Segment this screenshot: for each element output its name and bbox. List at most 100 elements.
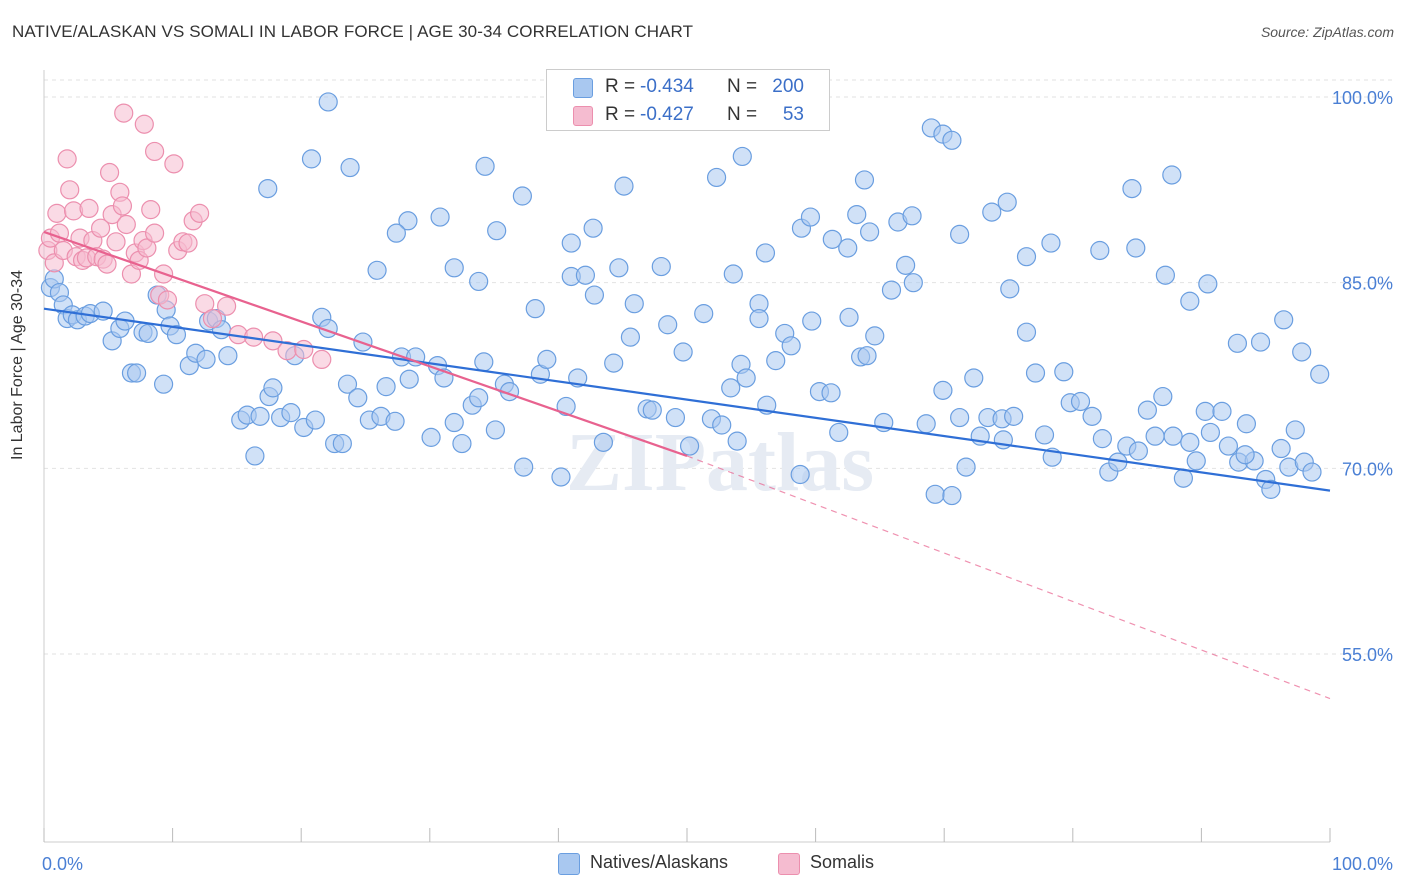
native-point: [1235, 445, 1255, 465]
somali-point: [144, 223, 165, 243]
n-label: N =: [727, 76, 758, 97]
native-point: [749, 308, 769, 329]
native-point: [318, 92, 338, 112]
native-point: [736, 368, 756, 388]
native-point: [620, 327, 641, 347]
native-point: [1173, 468, 1193, 488]
native-point: [575, 265, 596, 285]
native-point: [430, 207, 450, 227]
somalis-swatch: [573, 106, 593, 126]
y-tick-label: 100.0%: [1332, 88, 1393, 108]
native-point: [723, 264, 743, 284]
native-point: [263, 378, 283, 398]
somali-point: [114, 103, 134, 123]
native-point: [694, 304, 714, 324]
native-point: [1137, 400, 1157, 420]
native-point: [583, 218, 603, 238]
somali-point: [144, 141, 165, 162]
somali-point: [294, 339, 314, 360]
native-point: [537, 349, 557, 370]
native-point: [218, 346, 238, 366]
somali-point: [106, 232, 126, 252]
native-point: [881, 280, 902, 300]
native-point: [1162, 165, 1182, 185]
native-point: [1126, 238, 1146, 258]
native-point: [679, 436, 700, 456]
native-point: [854, 170, 875, 190]
y-axis-label: In Labor Force | Age 30-34: [9, 269, 26, 460]
somali-point: [195, 294, 215, 314]
native-point: [1004, 406, 1024, 426]
r-value: -0.434: [640, 76, 694, 97]
native-point: [593, 432, 614, 452]
native-point: [721, 378, 741, 398]
somali-point: [60, 180, 80, 200]
native-point: [1082, 406, 1102, 426]
native-point: [1122, 178, 1142, 199]
native-point: [925, 484, 945, 504]
somali-point: [312, 349, 332, 370]
native-point: [727, 431, 747, 451]
native-point: [1292, 342, 1312, 362]
native-point: [896, 255, 916, 275]
somalis-legend-label: Somalis: [810, 852, 875, 872]
native-point: [245, 446, 265, 466]
native-point: [1025, 363, 1046, 383]
x-tick-label: 0.0%: [42, 854, 83, 874]
chart-title: NATIVE/ALASKAN VS SOMALI IN LABOR FORCE …: [12, 22, 694, 41]
native-point: [950, 224, 970, 244]
somalis-trend-extension: [686, 455, 1331, 700]
native-point: [386, 223, 406, 243]
r-label: R =: [605, 104, 636, 125]
native-point: [1186, 451, 1206, 471]
y-tick-label: 70.0%: [1342, 459, 1393, 479]
native-point: [1016, 247, 1037, 267]
y-tick-label: 85.0%: [1342, 274, 1393, 294]
native-point: [1128, 441, 1148, 461]
native-point: [561, 233, 581, 253]
somali-point: [79, 198, 99, 218]
source-label: Source: ZipAtlas.com: [1260, 24, 1394, 40]
native-point: [614, 176, 634, 196]
native-point: [250, 406, 270, 426]
native-point: [487, 221, 507, 241]
somali-point: [57, 149, 77, 169]
native-point: [514, 457, 534, 477]
native-point: [1041, 233, 1061, 253]
native-point: [399, 369, 419, 389]
somali-point: [97, 254, 117, 274]
native-point: [902, 206, 922, 226]
native-point: [766, 351, 786, 371]
native-point: [865, 326, 885, 346]
x-tick-label: 100.0%: [1332, 854, 1393, 874]
y-tick-label: 55.0%: [1342, 645, 1393, 665]
r-label: R =: [605, 76, 636, 97]
natives-swatch: [573, 78, 593, 98]
legend-row-natives: R = -0.434 N = 200: [547, 73, 829, 101]
native-point: [1274, 310, 1294, 330]
native-point: [658, 315, 678, 335]
native-point: [933, 380, 953, 400]
somali-point: [134, 114, 154, 134]
native-point: [1285, 420, 1305, 440]
native-point: [1195, 401, 1215, 421]
native-point: [790, 464, 810, 485]
natives-legend-label: Natives/Alaskans: [590, 852, 729, 872]
native-point: [942, 485, 962, 506]
native-point: [385, 411, 405, 431]
somali-point: [164, 154, 184, 174]
natives-trend-line: [43, 307, 1331, 492]
native-point: [712, 415, 732, 435]
n-value: 53: [782, 104, 804, 125]
native-point: [367, 260, 387, 280]
native-point: [821, 383, 841, 403]
native-point: [512, 186, 532, 206]
native-point: [829, 422, 849, 443]
somali-point: [90, 218, 111, 238]
native-point: [624, 294, 644, 314]
native-point: [525, 299, 545, 319]
somalis-legend-swatch: [778, 853, 800, 875]
natives-legend-swatch: [558, 853, 580, 875]
native-point: [847, 204, 867, 225]
native-point: [444, 258, 464, 278]
